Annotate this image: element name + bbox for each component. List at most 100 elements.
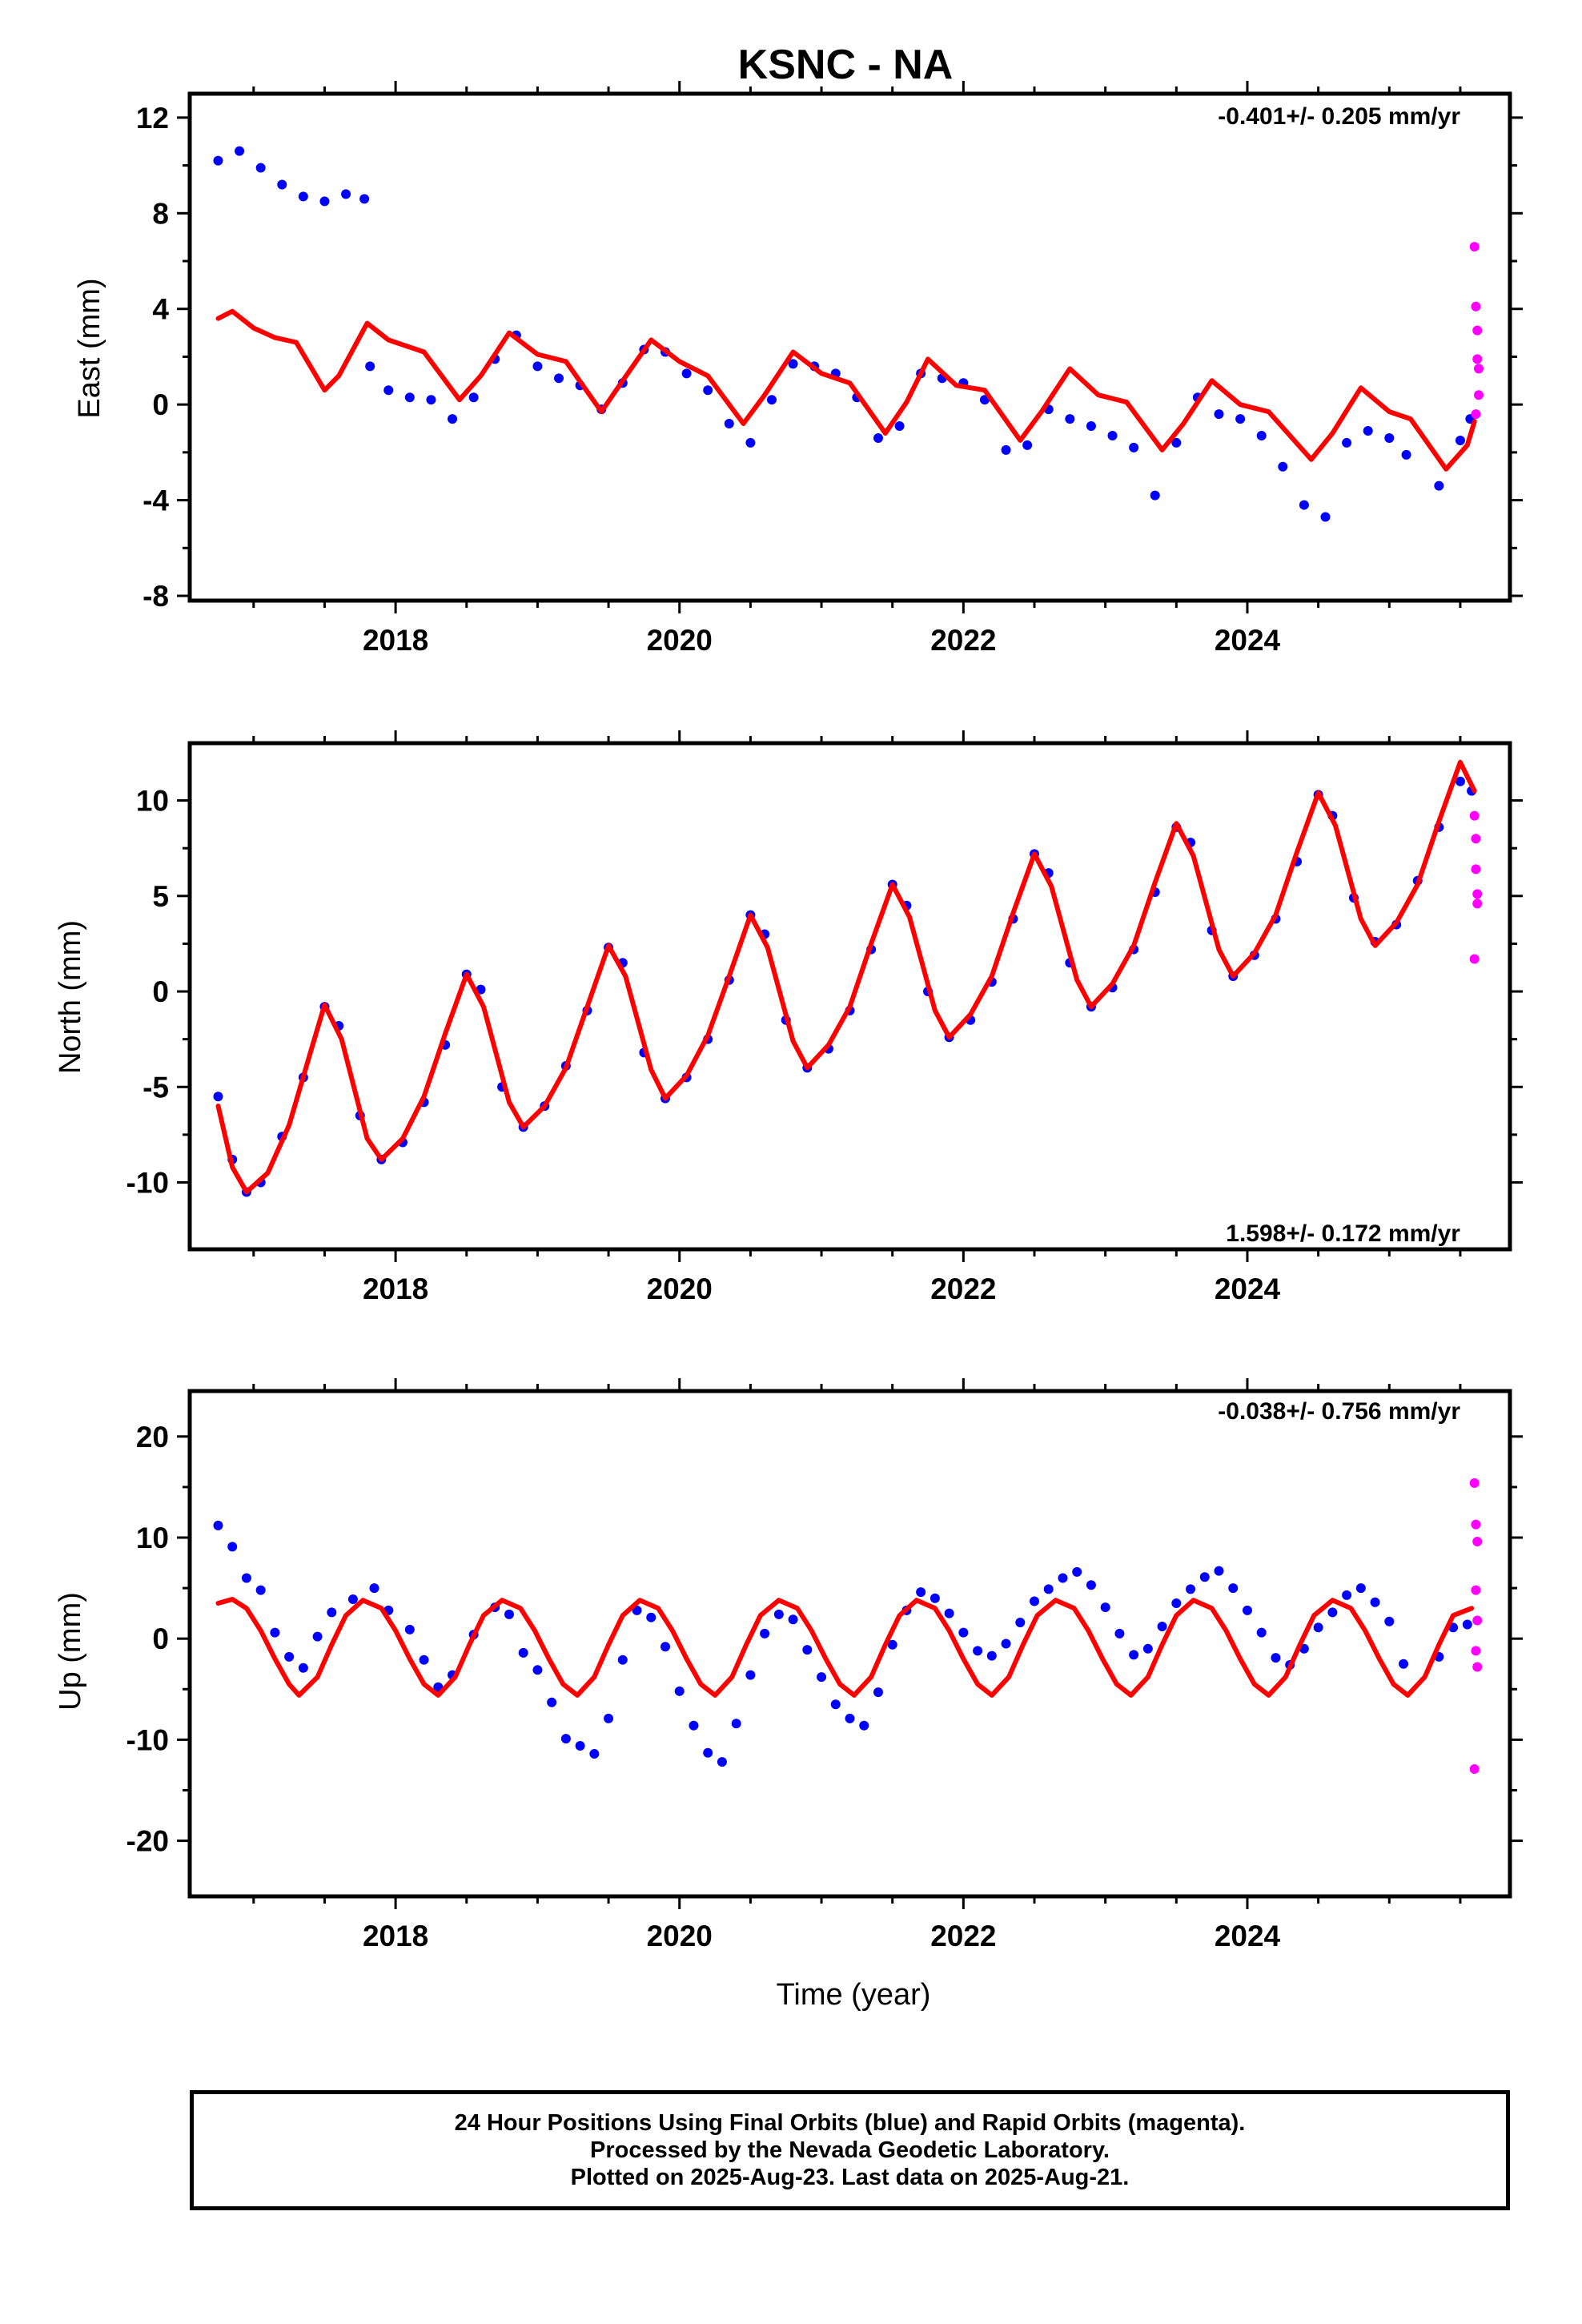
up-final-point (1342, 1590, 1352, 1600)
north-y-tick-label: 5 (152, 880, 169, 913)
north-rate-label: 1.598+/- 0.172 mm/yr (1226, 1220, 1460, 1247)
east-y-tick-label: -4 (143, 485, 169, 517)
east-final-point (319, 196, 330, 207)
up-plot-frame (187, 1389, 1512, 1899)
north-final-point (213, 1092, 223, 1102)
up-final-point (944, 1608, 954, 1618)
east-rapid-point (1469, 242, 1480, 252)
north-rapid-point (1472, 899, 1483, 909)
east-final-point (468, 392, 479, 403)
east-final-point (359, 194, 370, 204)
figure-title: KSNC - NA (738, 42, 954, 88)
up-final-point (887, 1639, 897, 1650)
east-final-point (1401, 449, 1411, 460)
up-final-point (1384, 1616, 1395, 1626)
up-final-point (1142, 1643, 1153, 1654)
up-final-point (717, 1757, 727, 1767)
north-rapid-point (1469, 954, 1480, 964)
east-rapid-point (1473, 364, 1484, 374)
east-final-point (1150, 490, 1160, 501)
up-final-point (873, 1687, 883, 1698)
east-final-point (554, 373, 564, 384)
up-final-point (674, 1686, 685, 1696)
up-y-tick-label: 20 (136, 1421, 169, 1454)
up-final-point (589, 1749, 600, 1759)
up-rapid-point (1472, 1537, 1483, 1547)
east-x-tick-label: 2018 (363, 624, 428, 657)
north-final-point (1455, 776, 1465, 786)
east-final-point (1455, 435, 1465, 445)
up-final-point (213, 1520, 223, 1530)
up-final-point (227, 1542, 238, 1552)
up-final-point (312, 1631, 323, 1642)
up-final-point (1199, 1572, 1210, 1582)
up-panel: Up (mm) -0.038+/- 0.756 mm/yr 2018 2020 20… (54, 1378, 1523, 1952)
east-panel: East (mm) -0.401+/- 0.205 mm/yr 2018 2020… (73, 81, 1523, 657)
east-y-tick-label: 0 (152, 388, 169, 421)
east-final-point (1235, 414, 1246, 424)
up-final-point (689, 1720, 699, 1731)
up-final-point (298, 1663, 308, 1673)
east-final-point (1363, 426, 1373, 436)
east-rapid-point (1472, 325, 1483, 336)
up-final-point (1462, 1619, 1472, 1630)
north-model-curve (215, 759, 1477, 1195)
up-final-point (255, 1585, 266, 1595)
east-final-point (1001, 444, 1011, 455)
up-final-point (817, 1672, 827, 1683)
east-final-point (1022, 440, 1033, 450)
up-final-point (1271, 1653, 1281, 1663)
up-final-point (575, 1740, 585, 1751)
east-final-point (1129, 442, 1139, 452)
up-rapid-point (1472, 1662, 1483, 1672)
up-final-point (973, 1646, 983, 1656)
up-axis-label: Up (mm) (54, 1592, 87, 1711)
up-final-point (760, 1628, 770, 1638)
up-rate-label: -0.038+/- 0.756 mm/yr (1218, 1398, 1460, 1425)
up-final-point (986, 1651, 997, 1661)
up-final-point (1058, 1573, 1068, 1583)
up-final-point (788, 1614, 798, 1625)
up-final-point (1186, 1584, 1196, 1594)
east-x-tick-label: 2020 (647, 624, 713, 657)
up-final-point (646, 1612, 656, 1622)
up-final-point (404, 1624, 415, 1634)
east-final-point (1342, 437, 1352, 448)
up-final-point (284, 1651, 295, 1662)
east-final-point (235, 146, 245, 156)
east-final-point (255, 163, 266, 173)
east-final-point (277, 179, 287, 190)
up-final-point (1399, 1659, 1409, 1669)
up-final-point (1129, 1650, 1139, 1660)
footer-line-3: Plotted on 2025-Aug-23. Last data on 202… (570, 2165, 1130, 2190)
up-final-point (617, 1655, 628, 1665)
up-final-point (958, 1627, 969, 1638)
east-final-point (341, 189, 351, 199)
up-rapid-point (1469, 1478, 1480, 1488)
up-model-curve (215, 1597, 1475, 1698)
up-final-point (1256, 1627, 1267, 1638)
east-final-point (681, 368, 692, 379)
east-final-point (724, 419, 734, 429)
north-y-tick-label: -5 (143, 1071, 169, 1104)
up-final-point (1313, 1622, 1323, 1633)
up-final-point (731, 1719, 741, 1729)
up-x-tick-label: 2024 (1215, 1920, 1281, 1952)
up-final-point (547, 1697, 557, 1707)
east-rapid-point (1472, 354, 1483, 364)
east-final-point (1065, 414, 1075, 424)
up-final-point (241, 1573, 251, 1583)
up-final-point (1072, 1566, 1082, 1577)
east-y-tick-label: 4 (152, 293, 169, 326)
north-x-tick-label: 2022 (930, 1273, 996, 1305)
up-final-point (270, 1627, 280, 1638)
up-final-point (1242, 1605, 1252, 1615)
east-final-point (448, 414, 458, 424)
north-x-tick-label: 2024 (1215, 1273, 1281, 1305)
east-final-point (1299, 500, 1309, 510)
up-final-point (703, 1747, 713, 1758)
up-final-point (604, 1713, 614, 1723)
east-final-point (1434, 480, 1444, 491)
up-x-tick-label: 2018 (363, 1920, 428, 1952)
east-final-point (298, 191, 308, 202)
